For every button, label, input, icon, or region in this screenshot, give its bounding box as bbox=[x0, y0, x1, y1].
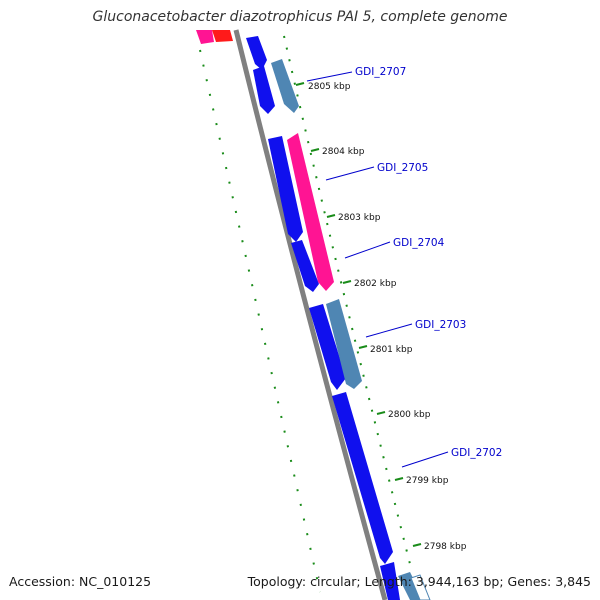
tick-label: 2799 kbp bbox=[406, 476, 449, 486]
scale-tick bbox=[326, 214, 336, 218]
scale-ticks bbox=[295, 82, 422, 547]
gene-label-line bbox=[401, 451, 449, 468]
cds-feature[interactable] bbox=[332, 392, 393, 564]
cds-feature[interactable] bbox=[309, 304, 346, 390]
tick-label: 2805 kbp bbox=[308, 82, 351, 92]
gene-label-gdi-2702[interactable]: GDI_2702 bbox=[451, 447, 502, 459]
cds-feature[interactable] bbox=[253, 66, 275, 114]
tick-label: 2800 kbp bbox=[388, 410, 431, 420]
scale-tick bbox=[376, 411, 386, 415]
scale-tick bbox=[394, 477, 404, 481]
scale-tick bbox=[358, 345, 368, 349]
scale-tick bbox=[342, 280, 352, 284]
gene-label-gdi-2704[interactable]: GDI_2704 bbox=[393, 237, 445, 249]
cds-feature[interactable] bbox=[246, 36, 267, 70]
tick-label: 2804 kbp bbox=[322, 147, 365, 157]
gene-label-line bbox=[365, 323, 413, 338]
cds-feature[interactable] bbox=[196, 30, 214, 44]
gene-label-lines bbox=[306, 71, 449, 468]
gene-label-gdi-2705[interactable]: GDI_2705 bbox=[377, 162, 428, 174]
tick-label: 2798 kbp bbox=[424, 542, 467, 552]
genome-title: Gluconacetobacter diazotrophicus PAI 5, … bbox=[92, 9, 508, 25]
tick-label: 2803 kbp bbox=[338, 213, 381, 223]
cds-feature[interactable] bbox=[326, 299, 362, 389]
tick-label: 2802 kbp bbox=[354, 279, 397, 289]
cds-feature[interactable] bbox=[410, 574, 431, 600]
cds-feature[interactable] bbox=[268, 136, 303, 242]
cds-feature[interactable] bbox=[287, 133, 334, 291]
cds-feature[interactable] bbox=[271, 59, 299, 113]
accession-text: Accession: NC_010125 bbox=[9, 574, 152, 589]
scale-tick bbox=[310, 148, 320, 152]
gene-label-line bbox=[325, 166, 375, 181]
gene-label-gdi-2707[interactable]: GDI_2707 bbox=[355, 66, 406, 78]
gene-label-gdi-2703[interactable]: GDI_2703 bbox=[415, 319, 466, 331]
cds-feature[interactable] bbox=[380, 562, 400, 600]
gene-label-line bbox=[344, 241, 391, 259]
cds-feature[interactable] bbox=[212, 30, 233, 42]
tick-label: 2801 kbp bbox=[370, 345, 413, 355]
genome-summary-text: Topology: circular; Length: 3,944,163 bp… bbox=[247, 574, 591, 589]
backbone-line bbox=[233, 29, 388, 600]
scale-tick bbox=[295, 82, 305, 86]
cds-feature[interactable] bbox=[291, 240, 319, 292]
outer-dotted-ring bbox=[283, 35, 412, 569]
scale-tick bbox=[412, 543, 422, 547]
gene-label-line bbox=[306, 71, 353, 82]
